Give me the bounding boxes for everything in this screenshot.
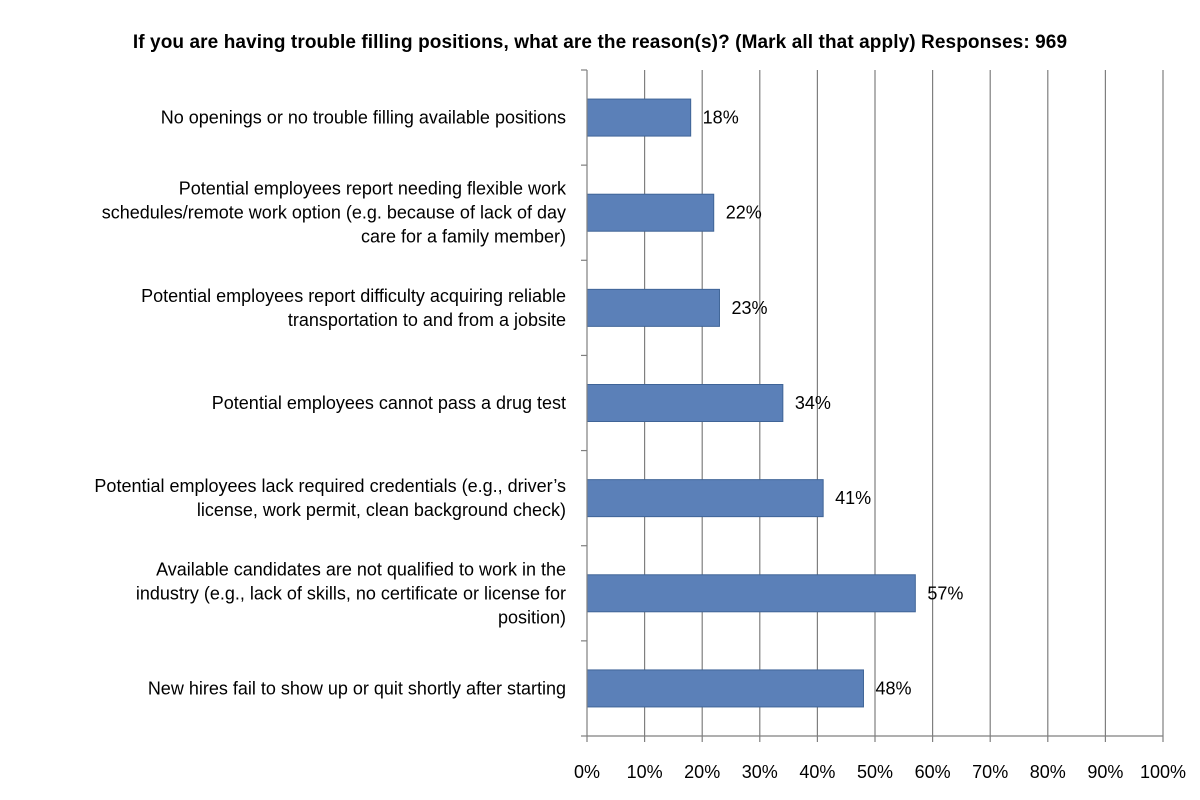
data-label-0: 18% — [703, 108, 739, 128]
category-label-5-line-2: position) — [498, 607, 566, 627]
axes — [581, 69, 1164, 742]
x-tick-label-60: 60% — [915, 762, 951, 782]
x-tick-label-90: 90% — [1087, 762, 1123, 782]
category-label-0-line-0: No openings or no trouble filling availa… — [161, 108, 566, 128]
category-label-0: No openings or no trouble filling availa… — [161, 108, 566, 128]
x-tick-label-80: 80% — [1030, 762, 1066, 782]
x-tick-label-20: 20% — [684, 762, 720, 782]
x-tick-label-0: 0% — [574, 762, 600, 782]
category-label-1-line-1: schedules/remote work option (e.g. becau… — [102, 203, 566, 223]
bar-0 — [586, 98, 692, 137]
bar-6 — [586, 669, 864, 708]
category-label-2-line-0: Potential employees report difficulty ac… — [141, 286, 566, 306]
bar-3 — [586, 384, 784, 422]
category-label-1-line-2: care for a family member) — [361, 227, 566, 247]
category-label-4: Potential employees lack required creden… — [94, 476, 566, 520]
x-tick-label-30: 30% — [742, 762, 778, 782]
category-label-2-line-1: transportation to and from a jobsite — [288, 310, 566, 330]
data-label-2: 23% — [731, 298, 767, 318]
category-label-5: Available candidates are not qualified t… — [136, 559, 566, 627]
category-label-1-line-0: Potential employees report needing flexi… — [179, 179, 567, 199]
x-tick-label-100: 100% — [1140, 762, 1186, 782]
labels: 18% 22% 23% 34% 41% 57% 48% 0% 10% 20% 30% 40% 50% 60… — [94, 108, 1186, 782]
x-tick-label-10: 10% — [627, 762, 663, 782]
data-label-5: 57% — [927, 583, 963, 603]
bar-5 — [586, 574, 916, 613]
category-label-5-line-1: industry (e.g., lack of skills, no certi… — [136, 583, 566, 603]
category-label-6-line-0: New hires fail to show up or quit shortl… — [148, 678, 566, 698]
bar-4 — [586, 479, 824, 518]
category-label-3: Potential employees cannot pass a drug t… — [212, 393, 566, 413]
data-label-1: 22% — [726, 203, 762, 223]
x-tick-label-50: 50% — [857, 762, 893, 782]
gridlines — [643, 70, 1164, 736]
bar-1 — [586, 193, 715, 232]
data-label-3: 34% — [795, 393, 831, 413]
x-tick-label-40: 40% — [799, 762, 835, 782]
category-label-6: New hires fail to show up or quit shortl… — [148, 678, 566, 698]
category-label-3-line-0: Potential employees cannot pass a drug t… — [212, 393, 566, 413]
category-label-4-line-0: Potential employees lack required creden… — [94, 476, 566, 496]
category-label-4-line-1: license, work permit, clean background c… — [197, 500, 566, 520]
x-tick-label-70: 70% — [972, 762, 1008, 782]
category-label-5-line-0: Available candidates are not qualified t… — [156, 559, 566, 579]
data-label-4: 41% — [835, 488, 871, 508]
category-label-1: Potential employees report needing flexi… — [102, 179, 567, 247]
data-label-6: 48% — [875, 678, 911, 698]
bar-2 — [586, 288, 720, 327]
bars — [586, 98, 916, 708]
chart-title: If you are having trouble filling positi… — [132, 32, 1068, 53]
category-label-2: Potential employees report difficulty ac… — [141, 286, 566, 330]
